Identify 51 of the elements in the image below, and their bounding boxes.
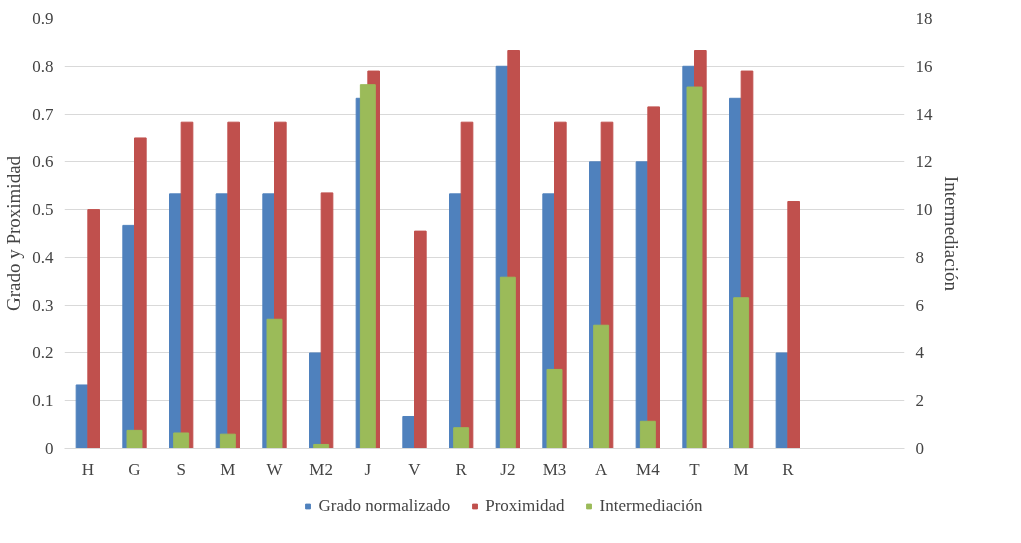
bar <box>173 432 190 449</box>
y-tick-label: 0.6 <box>32 152 54 172</box>
y2-tick-label: 12 <box>915 152 933 172</box>
bar <box>402 415 415 449</box>
x-tick-label: A <box>595 459 609 479</box>
x-tick-label: M4 <box>636 459 661 479</box>
y-tick-label: 0.8 <box>32 56 54 76</box>
x-tick-label: M <box>220 459 236 479</box>
x-tick-label: J <box>364 459 372 479</box>
y-tick-label: 0.1 <box>32 391 54 411</box>
x-tick-label: H <box>81 459 94 479</box>
y2-tick-label: 2 <box>915 391 924 411</box>
y2-tick-label: 14 <box>915 104 933 124</box>
y-tick-label: 0.3 <box>32 295 54 315</box>
bar <box>126 429 143 449</box>
legend-label: Proximidad <box>485 496 565 516</box>
y-axis-title: Grado y Proximidad <box>3 155 25 312</box>
y2-tick-label: 18 <box>915 9 933 28</box>
x-tick-label: S <box>176 459 186 479</box>
y2-tick-label: 8 <box>915 247 924 267</box>
x-tick-label: R <box>455 459 468 479</box>
y2-tick-label: 6 <box>915 295 924 315</box>
bar <box>453 427 470 449</box>
y2-tick-label: 16 <box>915 56 933 76</box>
bar <box>414 230 427 449</box>
x-tick-label: G <box>128 459 141 479</box>
y2-tick-label: 0 <box>915 439 924 458</box>
x-tick-label: M <box>733 459 749 479</box>
legend-label: Grado normalizado <box>318 496 451 516</box>
legend-label: Intermediación <box>599 496 703 516</box>
x-tick-label: M3 <box>542 459 567 479</box>
bar <box>639 420 656 449</box>
x-tick-label: R <box>782 459 795 479</box>
x-tick-label: V <box>408 459 422 479</box>
y-tick-label: 0.4 <box>32 247 54 267</box>
y-tick-label: 0 <box>45 439 54 458</box>
y2-tick-label: 10 <box>915 200 933 220</box>
y-tick-label: 0.2 <box>32 343 54 363</box>
bar <box>546 368 563 449</box>
x-tick-label: M2 <box>309 459 333 479</box>
y2-tick-label: 4 <box>915 343 925 363</box>
y-tick-label: 0.9 <box>32 9 54 28</box>
y-tick-label: 0.7 <box>32 104 54 124</box>
x-tick-label: J2 <box>500 459 516 479</box>
x-tick-label: W <box>266 459 284 479</box>
bar <box>87 209 100 449</box>
bar <box>787 200 800 449</box>
x-tick-label: T <box>689 459 701 479</box>
y2-axis-title: Intermediación <box>940 176 962 292</box>
y-tick-label: 0.5 <box>32 200 54 220</box>
bar <box>219 433 236 449</box>
